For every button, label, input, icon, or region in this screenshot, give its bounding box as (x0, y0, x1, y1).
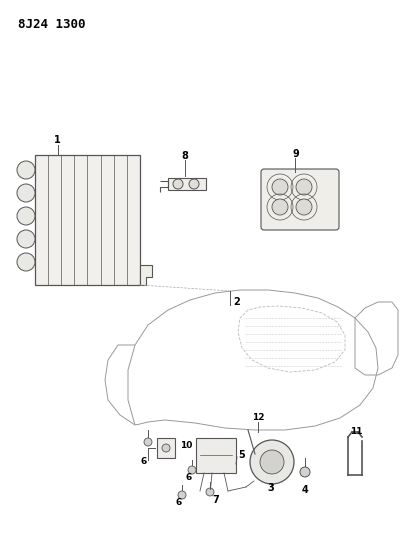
Text: 8J24 1300: 8J24 1300 (18, 18, 85, 31)
Circle shape (295, 199, 311, 215)
Text: 5: 5 (237, 450, 244, 460)
Text: 10: 10 (180, 440, 192, 449)
Circle shape (188, 466, 196, 474)
Circle shape (188, 179, 198, 189)
Circle shape (17, 207, 35, 225)
Bar (157, 438, 174, 458)
Circle shape (172, 179, 182, 189)
Circle shape (17, 253, 35, 271)
Circle shape (17, 161, 35, 179)
Circle shape (144, 438, 152, 446)
Text: 8: 8 (181, 151, 188, 161)
FancyBboxPatch shape (260, 169, 338, 230)
Text: 3: 3 (267, 483, 274, 493)
Text: 9: 9 (292, 149, 299, 159)
Circle shape (249, 440, 293, 484)
Text: 6: 6 (185, 473, 192, 482)
Text: 4: 4 (301, 485, 308, 495)
Text: 1: 1 (53, 135, 60, 145)
Text: 6: 6 (140, 457, 147, 466)
Circle shape (295, 179, 311, 195)
Circle shape (299, 467, 309, 477)
Circle shape (271, 199, 287, 215)
Circle shape (205, 488, 213, 496)
Text: 12: 12 (251, 414, 263, 423)
Text: 2: 2 (233, 297, 239, 307)
Bar (196, 438, 235, 473)
Polygon shape (168, 178, 205, 190)
Circle shape (17, 184, 35, 202)
Text: 6: 6 (176, 498, 182, 507)
Circle shape (17, 230, 35, 248)
Text: 7: 7 (211, 495, 218, 505)
Circle shape (162, 444, 170, 452)
Circle shape (271, 179, 287, 195)
Polygon shape (140, 265, 152, 285)
Text: 11: 11 (349, 427, 361, 437)
Bar (35, 155, 140, 285)
Circle shape (178, 491, 186, 499)
Circle shape (259, 450, 283, 474)
